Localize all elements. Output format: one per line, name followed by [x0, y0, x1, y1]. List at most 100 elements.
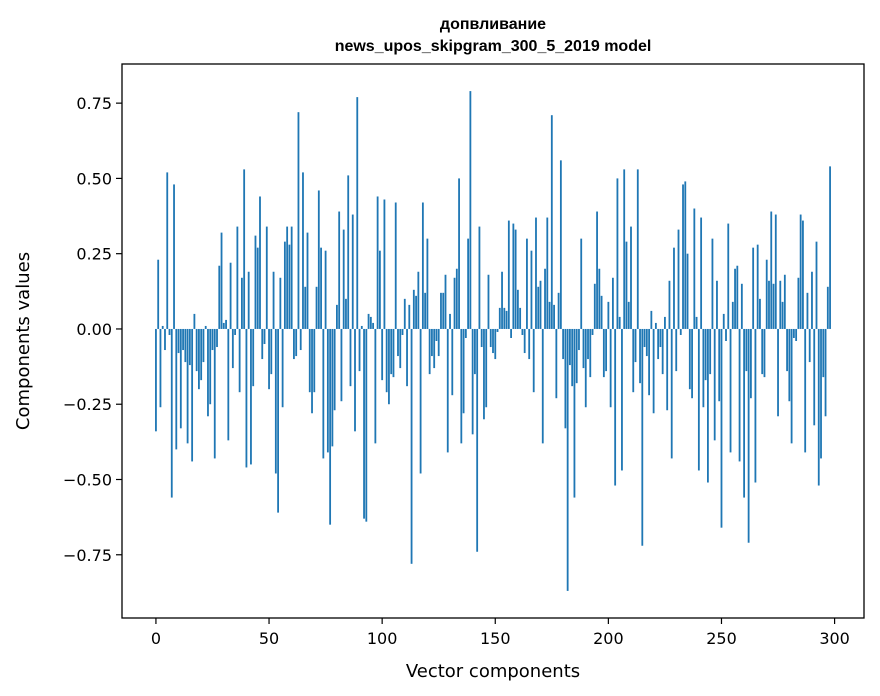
bar [220, 232, 223, 329]
bar [268, 328, 270, 390]
bar [367, 313, 370, 329]
bar [761, 328, 764, 375]
bar [702, 328, 705, 408]
bar [795, 328, 798, 341]
bar [243, 169, 246, 329]
bar [440, 292, 442, 329]
bar [815, 241, 818, 329]
bar [754, 328, 757, 483]
bar [412, 289, 415, 329]
bar [308, 328, 311, 393]
bar [157, 259, 160, 329]
bar [376, 196, 379, 329]
bar [329, 328, 332, 525]
y-tick-label: 0.75 [76, 94, 112, 113]
bar [444, 274, 447, 329]
bar [503, 307, 506, 329]
bar [311, 328, 313, 414]
bar [498, 307, 501, 329]
bar [161, 325, 164, 329]
bar [238, 328, 241, 393]
bar [829, 166, 831, 329]
bar [342, 229, 345, 329]
bar [474, 328, 476, 375]
bar [464, 328, 467, 338]
bar [478, 226, 481, 329]
bar [175, 328, 178, 450]
bar [295, 328, 298, 357]
x-tick-label: 0 [151, 629, 161, 648]
bar [177, 328, 180, 354]
bar [166, 172, 169, 329]
bar [263, 328, 266, 345]
bar [711, 238, 714, 329]
bar [682, 184, 684, 329]
bar [501, 271, 503, 329]
bar [265, 226, 268, 329]
bar [526, 238, 528, 329]
bar [817, 328, 820, 486]
bar [797, 277, 800, 329]
bar [173, 184, 175, 329]
bar [591, 328, 594, 335]
bar [417, 271, 420, 329]
bar [541, 328, 544, 444]
bar [155, 328, 157, 432]
bar [627, 301, 630, 329]
bar [216, 328, 218, 348]
bar [388, 328, 390, 405]
bar [605, 328, 608, 372]
bar [808, 328, 811, 363]
bar [636, 169, 639, 329]
bar [363, 328, 365, 519]
bar [575, 328, 578, 384]
bar [695, 316, 698, 329]
x-tick-label: 150 [480, 629, 511, 648]
bar [202, 328, 205, 363]
bar [528, 328, 531, 360]
bar [406, 328, 408, 387]
bar [774, 214, 777, 329]
bar [467, 238, 470, 329]
bar [679, 328, 682, 335]
bar [442, 292, 445, 329]
bar [421, 202, 424, 329]
bar [349, 328, 352, 387]
bar [428, 328, 431, 375]
bar [593, 283, 596, 329]
bar [204, 325, 207, 329]
bar [270, 328, 273, 375]
bar [700, 217, 703, 329]
bar [394, 202, 397, 329]
bar [704, 328, 707, 381]
bar [639, 328, 641, 384]
bar [360, 325, 363, 329]
bar [229, 262, 232, 329]
bar [641, 328, 644, 546]
bar [573, 328, 576, 498]
bar [544, 268, 546, 329]
bar [559, 160, 562, 329]
bar [403, 298, 406, 329]
bar [401, 328, 404, 335]
y-axis-ticks: −0.75 −0.50 −0.25 0.00 0.25 0.50 0.75 [63, 94, 122, 565]
bar [657, 328, 660, 360]
bar [783, 274, 786, 329]
bar [802, 220, 804, 329]
bar [293, 328, 295, 360]
bar [745, 328, 748, 372]
plot-frame [121, 63, 865, 619]
bar [297, 112, 300, 329]
bar [600, 295, 603, 329]
bar [546, 217, 549, 329]
bar [188, 328, 191, 366]
bar [390, 328, 393, 375]
bar [747, 328, 750, 543]
bar [159, 328, 162, 408]
bar [686, 253, 689, 329]
bar [424, 292, 427, 329]
bar [697, 328, 700, 471]
bar [476, 328, 479, 552]
bar [179, 328, 182, 429]
